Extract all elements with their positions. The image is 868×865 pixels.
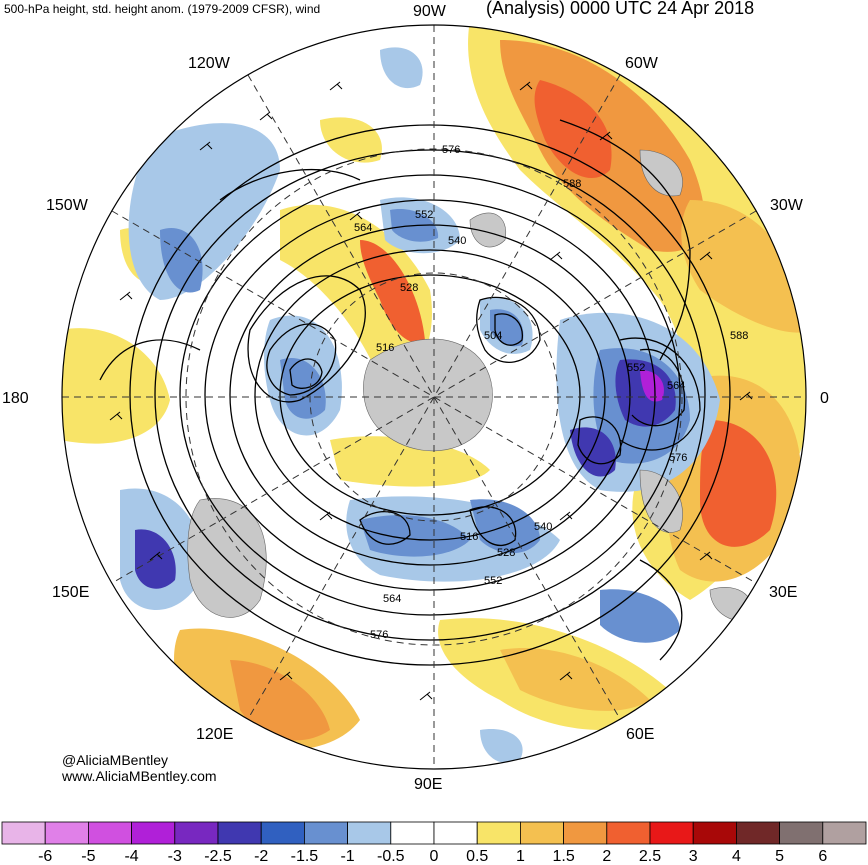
colorbar-swatch <box>736 821 781 845</box>
lon-label: 0 <box>820 390 829 407</box>
lon-label: 150E <box>52 584 89 601</box>
map-disc: 576 564 552 540 528 516 504 588 588 552 … <box>62 25 806 769</box>
contour-label: 528 <box>400 282 418 294</box>
colorbar-tick-label: 0.5 <box>466 848 488 865</box>
contour-label: 516 <box>376 342 394 354</box>
contour-label: 588 <box>730 330 748 342</box>
colorbar-tick-label: 6 <box>818 848 827 865</box>
lon-label: 30E <box>769 584 797 601</box>
colorbar-tick-label: -1 <box>340 848 354 865</box>
colorbar-tick-label: 1 <box>516 848 525 865</box>
contour-label: 576 <box>370 629 388 641</box>
colorbar-swatch <box>260 821 305 845</box>
colorbar-swatch <box>476 821 521 845</box>
colorbar-swatch <box>520 821 565 845</box>
colorbar-swatch <box>649 821 694 845</box>
height-contours <box>99 119 731 666</box>
colorbar-tick-label: 3 <box>689 848 698 865</box>
wind-barbs <box>109 81 753 701</box>
colorbar-tick-label: 0 <box>430 848 439 865</box>
lon-label: 60E <box>626 726 654 743</box>
colorbar-tick-label: -3 <box>168 848 182 865</box>
colorbar-swatch <box>390 821 435 845</box>
colorbar-swatch <box>44 821 89 845</box>
lon-label: 120W <box>188 55 231 72</box>
colorbar-tick-label: 1.5 <box>552 848 574 865</box>
colorbar-swatch <box>433 821 478 845</box>
lon-label: 150W <box>46 197 89 214</box>
colorbar-swatches <box>1 821 867 845</box>
contour-label: 528 <box>497 547 515 559</box>
map-title: (Analysis) 0000 UTC 24 Apr 2018 <box>486 0 755 18</box>
land-masses <box>187 149 753 622</box>
contour-label: 588 <box>563 178 581 190</box>
colorbar-swatch <box>347 821 392 845</box>
colorbar-tick-label: -5 <box>81 848 95 865</box>
lon-label: 180 <box>2 390 29 407</box>
colorbar-swatch <box>303 821 348 845</box>
contour-label: 576 <box>669 452 687 464</box>
colorbar-swatch <box>563 821 608 845</box>
credit-website: www.AliciaMBentley.com <box>62 768 217 784</box>
lat-lon-grid <box>62 25 806 769</box>
contour-label: 540 <box>448 235 466 247</box>
contour-label: 564 <box>354 222 372 234</box>
map-subtitle: 500-hPa height, std. height anom. (1979-… <box>4 2 321 16</box>
contour-label: 504 <box>484 330 502 342</box>
contour-labels: 576 564 552 540 528 516 504 588 588 552 … <box>354 144 748 641</box>
lon-label: 30W <box>770 197 804 214</box>
credit-handle: @AliciaMBentley <box>62 752 169 768</box>
colorbar-tick-label: -6 <box>38 848 52 865</box>
colorbar-tick-label: 2.5 <box>639 848 661 865</box>
contour-label: 540 <box>534 521 552 533</box>
lon-label: 120E <box>196 726 233 743</box>
colorbar-tick-label: -2.5 <box>204 848 232 865</box>
colorbar-swatch <box>692 821 737 845</box>
colorbar-swatch <box>174 821 219 845</box>
colorbar-swatch <box>606 821 651 845</box>
colorbar-tick-label: -4 <box>124 848 138 865</box>
colorbar-tick-label: 4 <box>732 848 741 865</box>
lon-label: 90E <box>414 776 442 793</box>
colorbar-tick-label: -0.5 <box>377 848 405 865</box>
colorbar-swatch <box>779 821 824 845</box>
colorbar-tick-label: 2 <box>602 848 611 865</box>
colorbar-tick-labels: -6 -5 -4 -3 -2.5 -2 -1.5 -1 -0.5 0 0.5 1 1.5 2 2.5 3 4 5 6 <box>38 848 827 865</box>
contour-label: 552 <box>627 362 645 374</box>
colorbar-swatch <box>822 821 867 845</box>
colorbar-swatch <box>217 821 262 845</box>
contour-label: 576 <box>442 144 460 156</box>
longitude-labels: 90W 60W 30W 0 30E 60E 90E 120E 150E 180 … <box>2 3 829 793</box>
colorbar-swatch <box>1 821 46 845</box>
colorbar: -6 -5 -4 -3 -2.5 -2 -1.5 -1 -0.5 0 0.5 1 1.5 2 2.5 3 4 5 6 <box>1 821 867 865</box>
map-boundary <box>61 24 807 770</box>
contour-label: 564 <box>383 593 401 605</box>
lon-label: 90W <box>413 3 447 20</box>
contour-label: 516 <box>460 531 478 543</box>
colorbar-swatch <box>88 821 133 845</box>
colorbar-swatch <box>131 821 176 845</box>
colorbar-tick-label: 5 <box>775 848 784 865</box>
colorbar-tick-label: -2 <box>254 848 268 865</box>
colorbar-tick-label: -1.5 <box>291 848 319 865</box>
contour-label: 552 <box>415 209 433 221</box>
contour-label: 564 <box>667 380 685 392</box>
lon-label: 60W <box>625 55 659 72</box>
contour-label: 552 <box>484 575 502 587</box>
